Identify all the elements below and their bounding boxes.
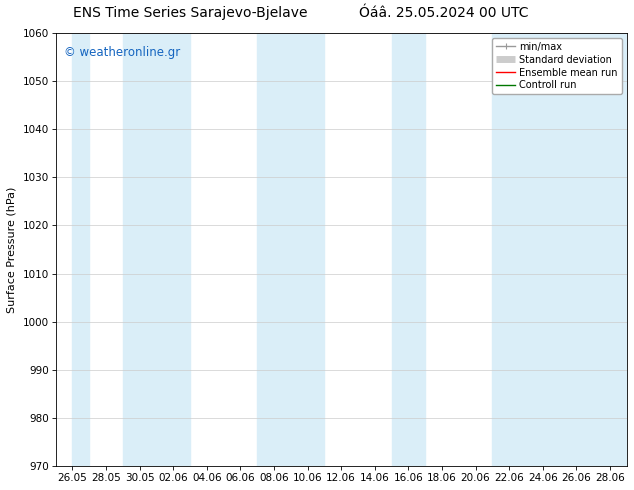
Bar xyxy=(492,33,559,466)
Text: © weatheronline.gr: © weatheronline.gr xyxy=(64,46,181,59)
Bar xyxy=(559,33,626,466)
Legend: min/max, Standard deviation, Ensemble mean run, Controll run: min/max, Standard deviation, Ensemble me… xyxy=(492,38,622,95)
Bar xyxy=(72,33,89,466)
Bar xyxy=(123,33,157,466)
Bar xyxy=(392,33,425,466)
Bar xyxy=(157,33,190,466)
Text: ENS Time Series Sarajevo-Bjelave: ENS Time Series Sarajevo-Bjelave xyxy=(73,6,307,20)
Y-axis label: Surface Pressure (hPa): Surface Pressure (hPa) xyxy=(7,186,17,313)
Text: Óáâ. 25.05.2024 00 UTC: Óáâ. 25.05.2024 00 UTC xyxy=(359,6,529,20)
Bar xyxy=(257,33,325,466)
